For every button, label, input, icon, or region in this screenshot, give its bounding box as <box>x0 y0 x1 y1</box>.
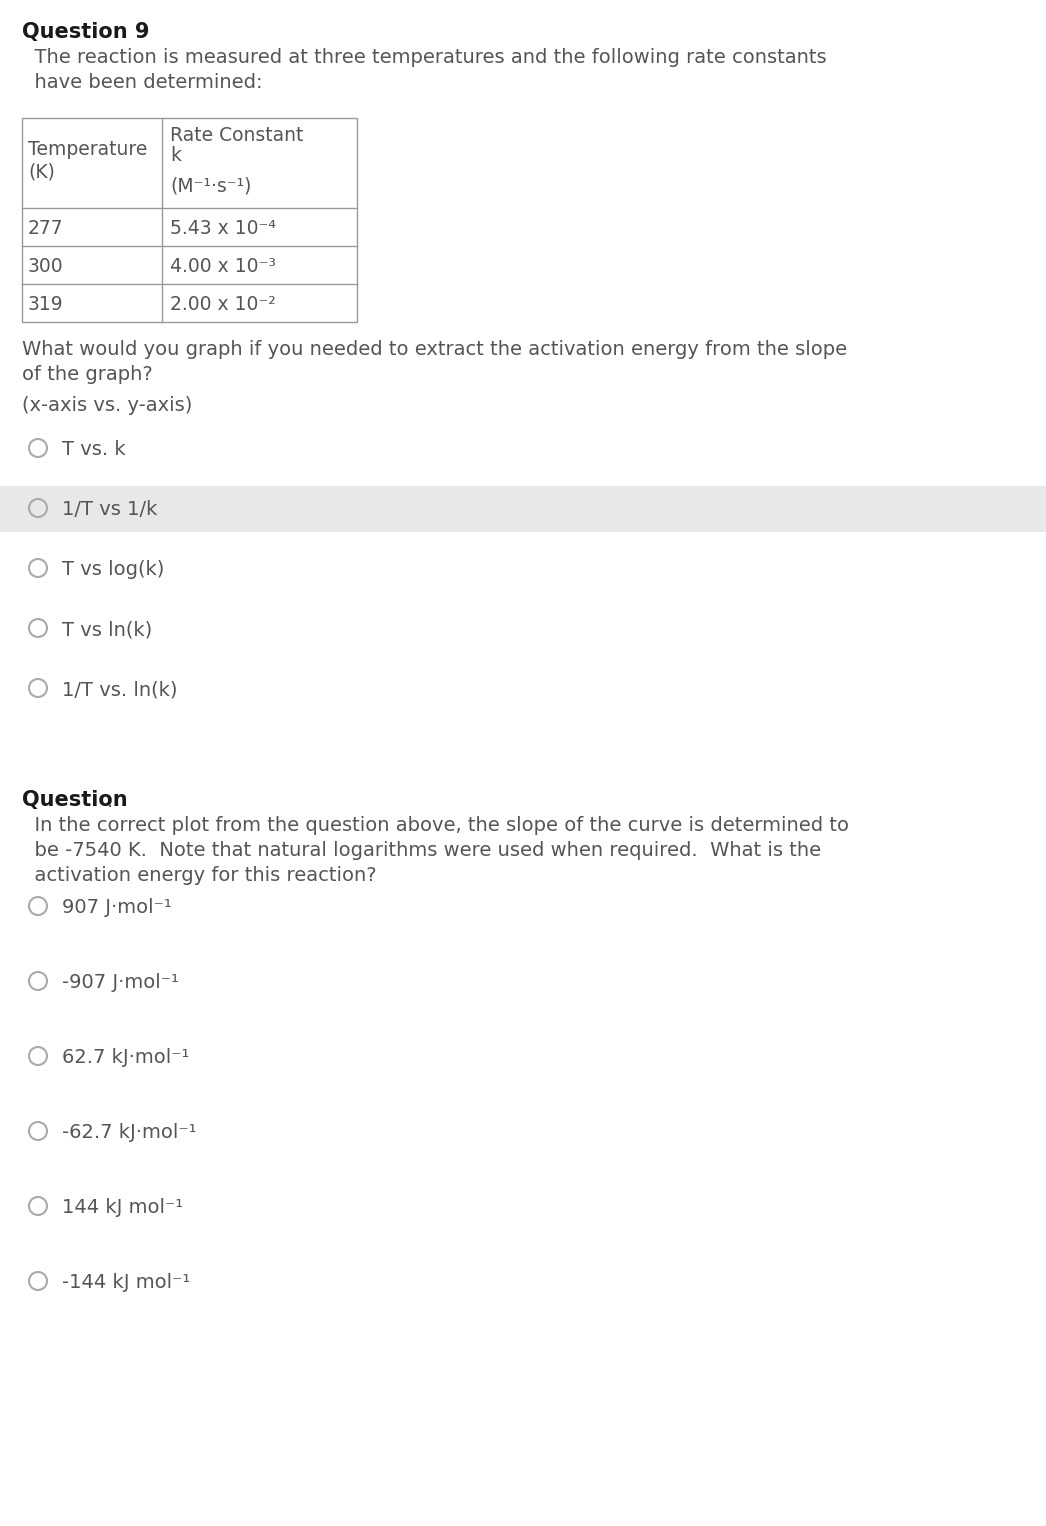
Text: (K): (K) <box>28 162 54 182</box>
Bar <box>0 485 1046 533</box>
Text: 4.00 x 10⁻³: 4.00 x 10⁻³ <box>170 256 276 276</box>
Text: T vs ln(k): T vs ln(k) <box>62 620 153 639</box>
Text: T vs log(k): T vs log(k) <box>62 560 164 578</box>
Text: In the correct plot from the question above, the slope of the curve is determine: In the correct plot from the question ab… <box>22 816 849 885</box>
Text: Rate Constant: Rate Constant <box>170 127 303 145</box>
Text: (M⁻¹·s⁻¹): (M⁻¹·s⁻¹) <box>170 175 251 195</box>
Bar <box>22 118 357 322</box>
Text: 62.7 kJ·mol⁻¹: 62.7 kJ·mol⁻¹ <box>62 1048 189 1067</box>
Text: -144 kJ mol⁻¹: -144 kJ mol⁻¹ <box>62 1273 190 1293</box>
Text: 144 kJ mol⁻¹: 144 kJ mol⁻¹ <box>62 1198 183 1218</box>
Text: 319: 319 <box>28 295 64 314</box>
Text: Question 9: Question 9 <box>22 21 150 43</box>
Text: Question: Question <box>22 790 128 810</box>
Text: -907 J·mol⁻¹: -907 J·mol⁻¹ <box>62 974 179 992</box>
Text: 1/T vs 1/k: 1/T vs 1/k <box>62 501 157 519</box>
Text: 5.43 x 10⁻⁴: 5.43 x 10⁻⁴ <box>170 220 276 238</box>
Text: k: k <box>170 146 181 165</box>
Text: What would you graph if you needed to extract the activation energy from the slo: What would you graph if you needed to ex… <box>22 340 847 385</box>
Text: .: . <box>107 792 113 810</box>
Text: -62.7 kJ·mol⁻¹: -62.7 kJ·mol⁻¹ <box>62 1123 197 1141</box>
Text: The reaction is measured at three temperatures and the following rate constants
: The reaction is measured at three temper… <box>22 47 826 92</box>
Text: Temperature: Temperature <box>28 140 147 159</box>
Text: 907 J·mol⁻¹: 907 J·mol⁻¹ <box>62 897 172 917</box>
Text: (x-axis vs. y-axis): (x-axis vs. y-axis) <box>22 397 192 415</box>
Text: 2.00 x 10⁻²: 2.00 x 10⁻² <box>170 295 276 314</box>
Text: 1/T vs. ln(k): 1/T vs. ln(k) <box>62 681 178 699</box>
Text: 300: 300 <box>28 256 64 276</box>
Text: 277: 277 <box>28 220 64 238</box>
Text: T vs. k: T vs. k <box>62 439 126 459</box>
